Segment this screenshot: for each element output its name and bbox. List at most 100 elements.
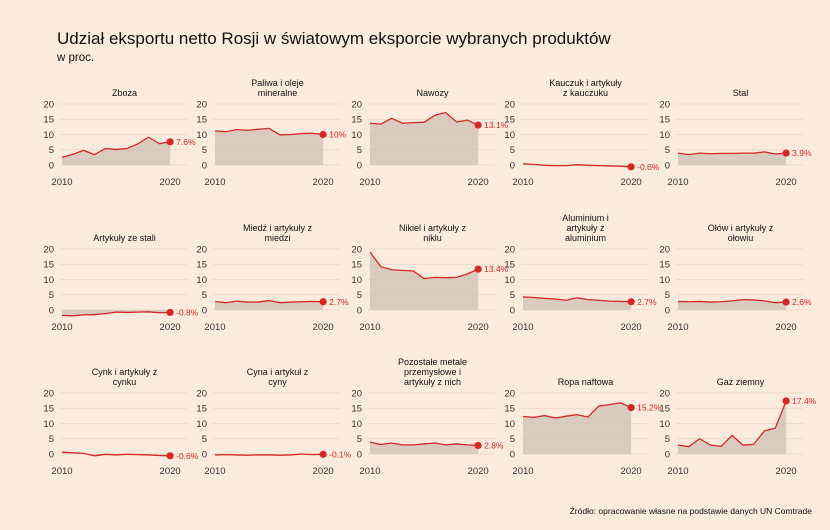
y-tick-label: 15 [504,404,515,415]
panel: 0 5 10 15 20 Nawozy 13.1% 2010 2020 [351,88,508,188]
end-value-label: 2.8% [484,440,504,450]
panel-title-line: cyny [268,377,287,387]
y-tick-label: 0 [49,305,54,316]
chart-subtitle: w proc. [56,52,94,64]
y-tick-label: 5 [665,434,670,445]
panel-title: Stal [733,88,749,98]
y-tick-label: 20 [351,388,362,399]
end-point-marker [474,121,482,129]
panel-title-line: Stal [733,88,749,98]
y-tick-label: 15 [504,115,515,126]
y-tick-label: 15 [504,260,515,271]
series-line [677,400,787,448]
x-tick-label: 2020 [776,322,797,333]
end-value-label: 15.2% [637,403,662,413]
x-tick-label: 2010 [359,322,380,333]
x-tick-label: 2020 [776,177,797,188]
series-line [369,441,479,447]
x-tick-label: 2020 [160,466,181,477]
panel-title: Ropa naftowa [558,377,614,387]
y-tick-label: 20 [43,388,54,399]
y-tick-label: 10 [504,275,515,286]
panel-title: Kauczuk i artykuły z kauczuku [549,78,622,98]
y-tick-label: 15 [659,260,670,271]
y-tick-label: 20 [43,244,54,255]
y-tick-label: 20 [659,388,670,399]
panel-title: Zboża [112,88,137,98]
panel-title-line: Paliwa i oleje [251,78,304,88]
panel-title-line: Pozostałe metale [398,357,467,367]
y-tick-label: 10 [196,419,207,430]
y-tick-label: 15 [659,404,670,415]
panel-title-line: Cynk i artykuły z [92,367,158,377]
x-tick-label: 2010 [204,177,225,188]
y-tick-label: 5 [357,290,362,301]
y-tick-label: 5 [49,145,54,156]
series-line [61,136,171,159]
panel-title: Artykuły ze stali [93,233,156,243]
series-area [678,400,787,454]
end-value-label: 17.4% [792,396,817,406]
end-point-marker [782,298,790,306]
end-point-marker [166,452,174,460]
panel-title: Pozostałe metale przemysłowe i artykuły z … [398,357,467,387]
x-tick-label: 2020 [468,466,489,477]
series-area [215,300,324,310]
end-value-label: -0.1% [329,449,352,459]
y-tick-label: 15 [351,404,362,415]
y-tick-label: 5 [357,434,362,445]
series-line [369,111,479,126]
end-point-marker [166,308,174,317]
x-tick-label: 2010 [51,466,72,477]
y-tick-label: 5 [49,434,54,445]
end-point-marker [782,149,790,157]
x-tick-label: 2020 [313,322,334,333]
y-tick-label: 0 [510,449,515,460]
end-value-label: 13.4% [484,264,509,274]
x-tick-label: 2020 [621,322,642,333]
panel-title-line: Nawozy [416,88,449,98]
y-tick-label: 20 [351,244,362,255]
panel-title-line: Kauczuk i artykuły [549,78,622,88]
end-point-marker [319,450,327,458]
y-tick-label: 5 [510,434,515,445]
x-tick-label: 2010 [667,466,688,477]
panel-title-line: mineralne [258,88,298,98]
y-tick-label: 0 [357,305,362,316]
panel-title: Aluminium i artykuły z aluminium [562,213,609,243]
x-tick-label: 2010 [359,466,380,477]
series-line [214,453,324,456]
panel: 0 5 10 15 20 Aluminium i artykuły z aluminium 2.… [504,213,657,333]
y-tick-label: 10 [659,130,670,141]
y-tick-label: 10 [659,275,670,286]
panel-title: Cyna i artykuł z cyny [247,367,309,387]
panel-title-line: miedzi [264,233,290,243]
y-tick-label: 15 [196,404,207,415]
x-tick-label: 2020 [468,177,489,188]
series-line [61,451,171,457]
y-tick-label: 10 [43,275,54,286]
panel-title: Miedź i artykuły z miedzi [243,223,313,243]
panel-title-line: cynku [113,377,137,387]
panel: 0 5 10 15 20 Cynk i artykuły z cynku -0.6% 2010 2… [43,367,198,477]
y-tick-label: 20 [196,244,207,255]
end-value-label: -0.6% [637,162,660,172]
y-tick-label: 0 [202,449,207,460]
y-tick-label: 0 [510,160,515,171]
end-point-marker [627,404,635,412]
end-value-label: 2.6% [792,297,812,307]
x-tick-label: 2010 [512,322,533,333]
y-tick-label: 0 [49,160,54,171]
x-tick-label: 2010 [359,177,380,188]
end-value-label: 3.9% [792,148,812,158]
series-area [370,252,479,310]
panel-title-line: Cyna i artykuł z [247,367,309,377]
series-area [370,442,479,454]
panel: 0 5 10 15 20 Zboża 7.6% 2010 2020 [43,88,196,188]
y-tick-label: 10 [351,275,362,286]
y-tick-label: 10 [504,419,515,430]
y-tick-label: 5 [49,290,54,301]
x-tick-label: 2020 [776,466,797,477]
panel-title-line: Ołów i artykuły z [708,223,774,233]
y-tick-label: 10 [504,130,515,141]
